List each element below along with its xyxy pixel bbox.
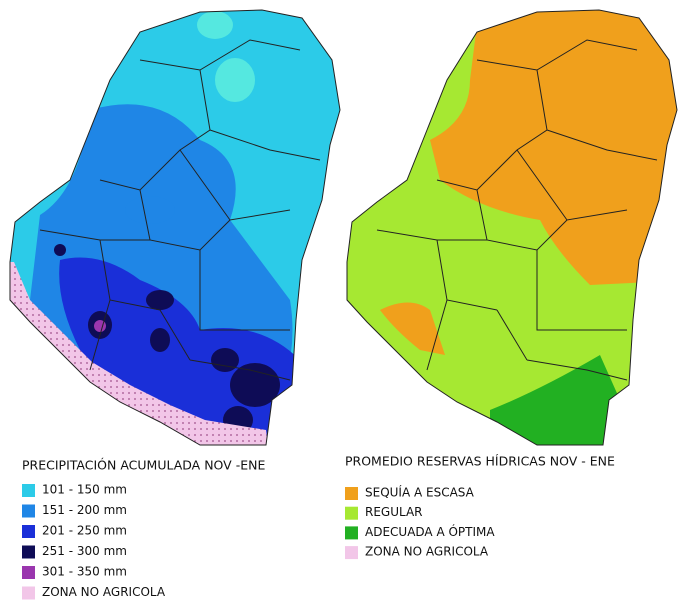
precipitation-map xyxy=(10,10,340,445)
legend-label: 301 - 350 mm xyxy=(42,565,127,579)
legend-swatch xyxy=(22,504,35,518)
legend-label: REGULAR xyxy=(365,505,423,519)
legend-swatch xyxy=(345,506,358,520)
legend-swatch xyxy=(345,487,358,500)
legend-swatch xyxy=(22,525,35,538)
legend-label: 101 - 150 mm xyxy=(42,483,127,497)
legend-label: ZONA NO AGRICOLA xyxy=(42,585,166,599)
legend-swatch xyxy=(345,546,358,560)
department-borders xyxy=(9,9,678,446)
legend-label: ZONA NO AGRICOLA xyxy=(365,545,489,559)
legend-swatch xyxy=(345,526,358,540)
legend-swatch xyxy=(22,545,35,559)
legend-title: PRECIPITACIÓN ACUMULADA NOV -ENE xyxy=(22,458,265,473)
legend-label: ADECUADA A ÓPTIMA xyxy=(365,524,495,539)
legend-label: 151 - 200 mm xyxy=(42,503,127,517)
legend-swatch xyxy=(22,586,35,600)
legend-label: 201 - 250 mm xyxy=(42,524,127,538)
legend-swatch xyxy=(22,484,35,497)
water-reserve-map xyxy=(347,10,677,445)
legend-label: SEQUÍA A ESCASA xyxy=(365,485,475,500)
legend-label: 251 - 300 mm xyxy=(42,544,127,558)
legend-title: PROMEDIO RESERVAS HÍDRICAS NOV - ENE xyxy=(345,454,615,469)
legend-swatch xyxy=(22,566,35,579)
